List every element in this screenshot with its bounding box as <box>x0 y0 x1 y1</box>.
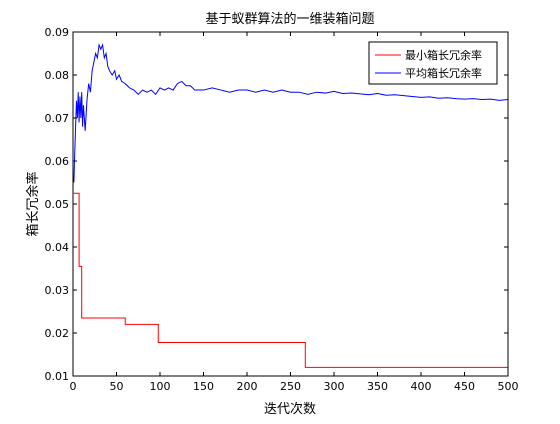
series-line-avg <box>73 42 509 183</box>
y-tick-label: 0.03 <box>45 284 70 297</box>
legend-label-avg: 平均箱长冗余率 <box>405 66 482 80</box>
y-tick-label: 0.09 <box>45 26 70 39</box>
chart-title: 基于蚁群算法的一维装箱问题 <box>205 11 374 27</box>
x-tick-label: 300 <box>324 380 345 393</box>
x-tick-label: 0 <box>70 380 77 393</box>
legend-label-min: 最小箱长冗余率 <box>405 48 482 62</box>
legend: 最小箱长冗余率 平均箱长冗余率 <box>368 41 498 85</box>
x-axis: 0 50 100 150 200 250 300 350 400 450 500 <box>70 32 519 393</box>
series-layer <box>73 42 509 368</box>
y-tick-label: 0.04 <box>45 241 70 254</box>
x-tick-label: 50 <box>110 380 124 393</box>
x-tick-label: 150 <box>193 380 214 393</box>
x-tick-label: 350 <box>367 380 388 393</box>
x-tick-label: 100 <box>150 380 171 393</box>
x-tick-label: 250 <box>280 380 301 393</box>
x-tick-label: 200 <box>237 380 258 393</box>
y-tick-label: 0.05 <box>45 198 70 211</box>
x-tick-label: 450 <box>454 380 475 393</box>
legend-box <box>368 41 498 85</box>
series-line-min <box>73 192 508 368</box>
y-axis-title: 箱长冗余率 <box>25 171 41 236</box>
x-axis-title: 迭代次数 <box>264 401 316 417</box>
y-tick-label: 0.01 <box>45 370 70 383</box>
plot-area <box>73 32 508 376</box>
y-tick-label: 0.02 <box>45 327 70 340</box>
x-tick-label: 400 <box>411 380 432 393</box>
y-tick-label: 0.06 <box>45 155 70 168</box>
y-tick-label: 0.07 <box>45 112 70 125</box>
x-tick-label: 500 <box>498 380 519 393</box>
y-tick-label: 0.08 <box>45 69 70 82</box>
y-axis: 0.01 0.02 0.03 0.04 0.05 0.06 0.07 0.08 0.09 <box>45 26 508 383</box>
